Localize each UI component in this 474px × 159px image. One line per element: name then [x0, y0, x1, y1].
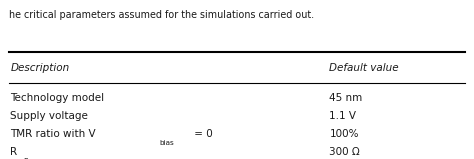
- Text: 1.1 V: 1.1 V: [329, 111, 356, 121]
- Text: P: P: [24, 158, 28, 159]
- Text: TMR ratio with V: TMR ratio with V: [10, 129, 96, 139]
- Text: Default value: Default value: [329, 63, 399, 73]
- Text: Technology model: Technology model: [10, 93, 105, 103]
- Text: Description: Description: [10, 63, 70, 73]
- Text: R: R: [10, 147, 18, 157]
- Text: 300 Ω: 300 Ω: [329, 147, 360, 157]
- Text: he critical parameters assumed for the simulations carried out.: he critical parameters assumed for the s…: [9, 10, 314, 20]
- Text: bias: bias: [160, 140, 174, 146]
- Text: = 0: = 0: [191, 129, 212, 139]
- Text: 45 nm: 45 nm: [329, 93, 363, 103]
- Text: 100%: 100%: [329, 129, 359, 139]
- Text: Supply voltage: Supply voltage: [10, 111, 88, 121]
